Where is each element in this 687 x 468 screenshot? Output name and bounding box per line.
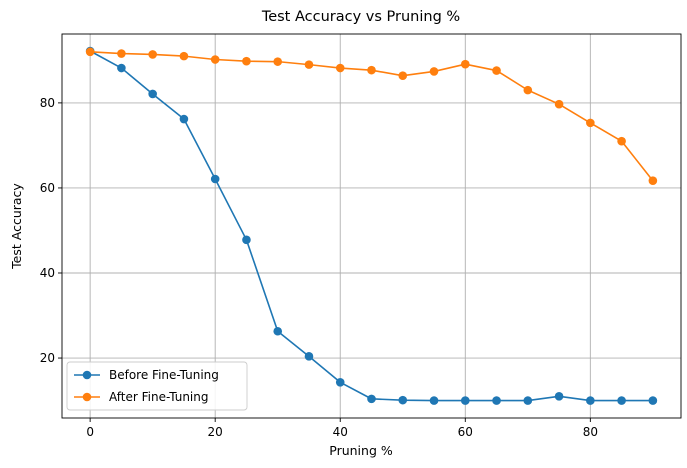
legend-item: After Fine-Tuning xyxy=(74,390,209,404)
data-point xyxy=(117,49,126,58)
y-tick-label: 20 xyxy=(40,351,55,365)
series-line-before-fine-tuning xyxy=(89,50,653,402)
legend-box xyxy=(66,361,248,411)
data-point xyxy=(210,174,220,184)
y-tick-label: 80 xyxy=(40,96,55,110)
data-point xyxy=(554,392,564,401)
data-point xyxy=(460,59,470,69)
series-after-fine-tuning xyxy=(85,47,658,186)
data-point xyxy=(523,85,533,95)
data-point xyxy=(617,396,626,405)
data-point xyxy=(554,99,564,109)
legend-label: Before Fine-Tuning xyxy=(109,368,219,382)
data-point xyxy=(179,51,189,61)
data-point xyxy=(273,326,283,336)
data-point xyxy=(148,89,157,99)
y-axis-label: Test Accuracy xyxy=(9,183,24,270)
x-tick-label: 60 xyxy=(458,425,473,439)
data-point xyxy=(210,55,220,64)
legend-swatch-marker xyxy=(82,392,92,402)
y-tick-label: 40 xyxy=(40,266,55,280)
data-point xyxy=(335,63,345,73)
grid xyxy=(62,34,681,418)
data-point xyxy=(367,394,376,404)
data-point xyxy=(304,60,314,69)
x-tick-label: 80 xyxy=(583,425,598,439)
data-point xyxy=(429,396,439,405)
legend-item: Before Fine-Tuning xyxy=(74,368,219,382)
data-point xyxy=(85,47,95,57)
data-point xyxy=(523,396,533,405)
legend: Before Fine-Tuning After Fine-Tuning xyxy=(66,361,248,411)
legend-label: After Fine-Tuning xyxy=(109,390,209,404)
data-point xyxy=(492,66,501,75)
data-point xyxy=(648,176,658,186)
data-point xyxy=(492,396,501,405)
data-point xyxy=(586,396,595,405)
data-point xyxy=(273,57,283,66)
data-point xyxy=(304,352,314,361)
data-point xyxy=(242,56,251,66)
x-tick-label: 0 xyxy=(86,425,94,439)
data-point xyxy=(586,118,595,128)
data-point xyxy=(429,67,439,76)
plot-frame xyxy=(61,33,682,419)
legend-swatch-marker xyxy=(82,370,92,380)
data-point xyxy=(398,71,408,80)
data-point xyxy=(148,50,157,59)
data-point xyxy=(335,377,345,387)
axis-ticks: 0 20 40 60 80 20 40 60 80 xyxy=(40,96,598,439)
data-point xyxy=(617,136,626,146)
x-axis-label: Pruning % xyxy=(329,443,393,458)
data-point xyxy=(398,395,408,405)
data-point xyxy=(179,114,189,124)
series-before-fine-tuning xyxy=(85,46,658,405)
data-point xyxy=(117,63,126,73)
data-point xyxy=(242,235,251,245)
x-tick-label: 40 xyxy=(333,425,348,439)
data-point xyxy=(648,396,658,405)
chart-title: Test Accuracy vs Pruning % xyxy=(261,9,460,25)
x-tick-label: 20 xyxy=(208,425,223,439)
series-layer xyxy=(85,46,658,405)
data-point xyxy=(367,65,376,75)
data-point xyxy=(460,396,470,405)
y-tick-label: 60 xyxy=(40,181,55,195)
